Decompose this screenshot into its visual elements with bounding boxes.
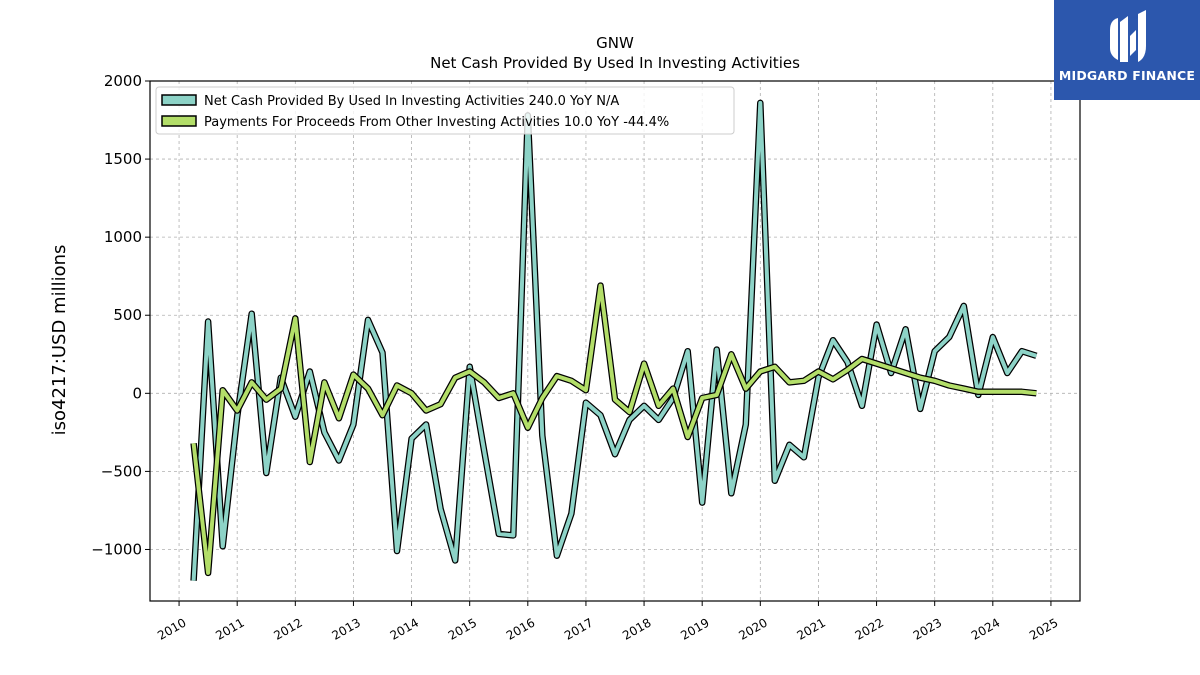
y-tick-label: 500: [113, 306, 142, 324]
x-tick-label: 2013: [329, 615, 362, 642]
legend-swatch: [161, 115, 197, 127]
x-tick-label: 2024: [969, 615, 1002, 642]
y-tick-label: 2000: [104, 72, 142, 90]
chart-subtitle: Net Cash Provided By Used In Investing A…: [430, 54, 800, 72]
series-2-outline: [190, 282, 1037, 577]
legend-label: Payments For Proceeds From Other Investi…: [204, 115, 669, 130]
x-tick-label: 2021: [794, 615, 827, 642]
x-tick-label: 2015: [446, 615, 479, 642]
x-tick-label: 2012: [271, 615, 304, 642]
x-tick-label: 2011: [213, 615, 246, 642]
x-tick-label: 2014: [388, 615, 421, 642]
x-tick-label: 2010: [155, 615, 188, 642]
series-1-outline: [190, 99, 1038, 581]
series-2: [190, 282, 1037, 577]
y-axis-label: iso4217:USD millions: [49, 245, 70, 436]
legend-swatch: [161, 94, 197, 106]
legend: Net Cash Provided By Used In Investing A…: [155, 86, 735, 135]
series-2-line: [191, 283, 1037, 575]
legend-box: [155, 86, 735, 135]
x-tick-label: 2022: [853, 615, 886, 642]
y-tick-label: −500: [101, 462, 142, 480]
x-tick-label: 2019: [678, 615, 711, 642]
y-axis: −1000 −500 0 500 1000 1500 2000: [91, 72, 150, 558]
series-1: [190, 99, 1038, 581]
series-layer: [190, 99, 1038, 581]
brand-mark-icon: [1110, 10, 1146, 62]
x-tick-label: 2025: [1027, 615, 1060, 642]
x-tick-label: 2016: [504, 615, 537, 642]
x-tick-label: 2020: [736, 615, 769, 642]
y-tick-label: 1500: [104, 150, 142, 168]
x-axis: 2010 2011 2012 2013 2014 2015 2016 2017 2018 2019…: [155, 601, 1060, 643]
y-tick-label: −1000: [91, 540, 142, 558]
brand-logo: MIDGARD FINANCE: [1054, 0, 1200, 100]
plot-frame: [149, 80, 1081, 602]
x-tick-label: 2017: [562, 615, 595, 642]
x-tick-label: 2023: [911, 615, 944, 642]
y-tick-label: 0: [132, 384, 142, 402]
y-tick-label: 1000: [104, 228, 142, 246]
chart-title: GNW: [596, 34, 634, 52]
series-1-line: [191, 100, 1038, 581]
brand-name: MIDGARD FINANCE: [1058, 68, 1196, 83]
legend-label: Net Cash Provided By Used In Investing A…: [204, 94, 619, 109]
x-tick-label: 2018: [620, 615, 653, 642]
